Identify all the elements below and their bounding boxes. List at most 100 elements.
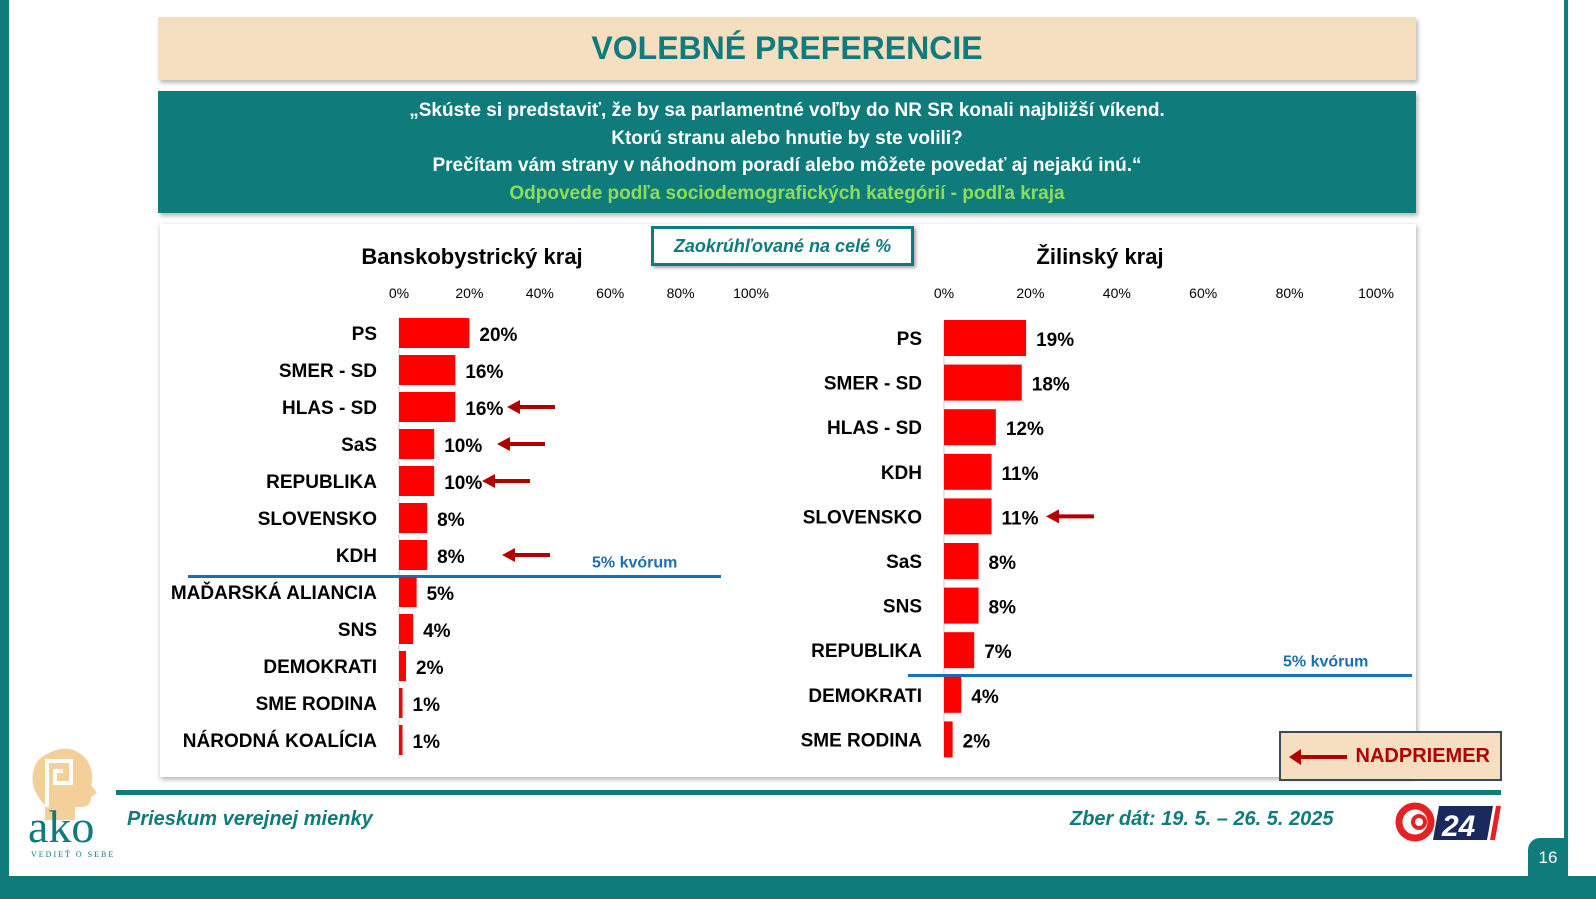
data-label: 4% <box>971 687 999 708</box>
bar <box>944 364 1022 401</box>
axis-tick-label: 100% <box>1358 285 1394 301</box>
category-label: SMER - SD <box>824 374 922 395</box>
chart-title: Žilinský kraj <box>1036 244 1163 269</box>
bar <box>399 466 435 496</box>
bar <box>399 355 456 385</box>
data-label: 16% <box>465 399 503 420</box>
frame-corner <box>9 862 29 876</box>
ako-logo-text: ako <box>28 801 95 852</box>
data-label: 16% <box>465 362 503 383</box>
data-label: 1% <box>413 695 441 716</box>
bar <box>944 676 962 713</box>
data-label: 8% <box>437 510 465 531</box>
category-label: SLOVENSKO <box>258 509 377 530</box>
data-label: 12% <box>1006 419 1044 440</box>
category-label: SMER - SD <box>279 361 377 382</box>
question-line: Prečítam vám strany v náhodnom poradí al… <box>432 155 1142 176</box>
question-line: Ktorú stranu alebo hnutie by ste volili? <box>611 127 963 149</box>
bar <box>399 688 403 718</box>
axis-tick-label: 40% <box>1103 285 1131 301</box>
bar <box>399 540 428 570</box>
slide-title: VOLEBNÉ PREFERENCIE <box>158 17 1416 80</box>
data-label: 10% <box>444 436 482 457</box>
axis-tick-label: 20% <box>1016 285 1044 301</box>
category-label: SNS <box>883 597 922 618</box>
rounding-note: Zaokrúhľované na celé % <box>651 226 914 266</box>
bar <box>399 429 435 459</box>
bar <box>399 318 470 348</box>
category-label: SaS <box>886 552 922 573</box>
question-subtitle: Odpovede podľa sociodemografických kateg… <box>509 182 1065 204</box>
frame-bottom <box>0 876 1596 899</box>
bar <box>944 721 953 758</box>
axis-tick-label: 0% <box>389 285 409 301</box>
category-label: DEMOKRATI <box>808 686 922 707</box>
ako-tagline: VEDIEŤ O SEBE <box>31 850 116 859</box>
axis-tick-label: 60% <box>1189 285 1217 301</box>
data-label: 18% <box>1032 375 1070 396</box>
category-label: SaS <box>341 435 377 456</box>
data-label: 4% <box>423 621 451 642</box>
bar <box>399 725 403 755</box>
data-label: 8% <box>437 547 465 568</box>
category-label: SNS <box>338 620 377 641</box>
bar <box>944 320 1027 356</box>
footer-divider <box>116 790 1501 795</box>
bar <box>399 503 428 533</box>
svg-text:24: 24 <box>1441 810 1476 843</box>
axis-tick-label: 100% <box>733 285 769 301</box>
category-label: MAĎARSKÁ ALIANCIA <box>171 582 377 604</box>
question-line: „Skúste si predstaviť, že by sa parlamen… <box>409 100 1165 121</box>
category-label: KDH <box>881 463 922 484</box>
axis-tick-label: 0% <box>934 285 954 301</box>
data-label: 5% <box>427 584 455 605</box>
kvorum-label: 5% kvórum <box>592 555 677 572</box>
above-average-arrow-head-icon <box>482 474 495 488</box>
data-label: 8% <box>989 598 1017 619</box>
tv-joj24-logo-icon: 24 <box>1395 802 1501 843</box>
category-label: PS <box>897 329 922 350</box>
chart-panel <box>160 224 1416 777</box>
data-label: 8% <box>989 553 1017 574</box>
category-label: DEMOKRATI <box>263 657 377 678</box>
bar <box>944 409 996 446</box>
axis-tick-label: 80% <box>1276 285 1304 301</box>
bar <box>399 651 407 681</box>
bar <box>944 632 975 669</box>
category-label: SLOVENSKO <box>803 507 922 528</box>
data-label: 7% <box>984 642 1012 663</box>
category-label: KDH <box>336 546 377 567</box>
category-label: NÁRODNÁ KOALÍCIA <box>183 730 377 752</box>
above-average-arrow-head-icon <box>497 437 510 451</box>
question-box: „Skúste si predstaviť, že by sa parlamen… <box>158 91 1416 213</box>
data-label: 11% <box>1002 464 1039 485</box>
above-average-arrow-head-icon <box>502 548 515 562</box>
data-label: 1% <box>413 732 441 753</box>
axis-tick-label: 80% <box>667 285 695 301</box>
category-label: HLAS - SD <box>827 418 922 439</box>
legend-label: NADPRIEMER <box>1355 744 1490 767</box>
above-average-arrow-head-icon <box>507 400 520 414</box>
bar <box>944 453 992 490</box>
data-label: 2% <box>963 731 991 752</box>
category-label: SME RODINA <box>256 694 378 715</box>
frame-left <box>0 0 9 899</box>
category-label: REPUBLIKA <box>811 641 922 662</box>
above-average-arrow-head-icon <box>1046 509 1059 524</box>
data-label: 19% <box>1036 330 1074 351</box>
bar <box>399 614 414 644</box>
axis-tick-label: 60% <box>596 285 624 301</box>
bar <box>399 577 417 607</box>
axis-tick-label: 40% <box>526 285 554 301</box>
frame-right <box>1564 0 1568 880</box>
bar <box>399 392 456 422</box>
bar <box>944 543 979 579</box>
bar <box>944 498 992 535</box>
axis-tick-label: 20% <box>455 285 483 301</box>
data-label: 20% <box>479 325 517 346</box>
bar <box>944 587 979 624</box>
category-label: REPUBLIKA <box>266 472 377 493</box>
data-label: 10% <box>444 473 482 494</box>
data-label: 2% <box>416 658 444 679</box>
